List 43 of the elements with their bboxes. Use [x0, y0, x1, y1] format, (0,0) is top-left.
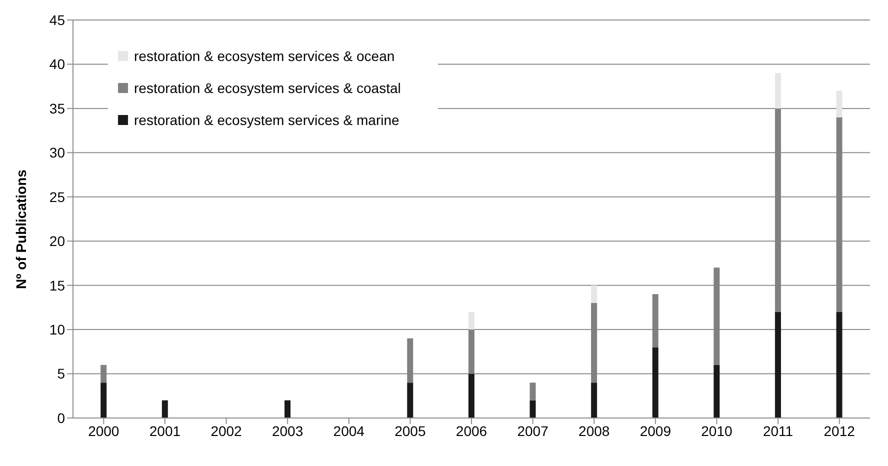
y-axis-title: Nº of Publications: [12, 169, 29, 289]
bar: [530, 382, 536, 400]
bar: [100, 382, 107, 418]
x-tick-label: 2012: [824, 422, 856, 439]
x-tick-label: 2010: [701, 422, 733, 439]
y-tick-label: 20: [49, 233, 66, 250]
y-tick-label: 0: [57, 410, 66, 426]
x-tick-label: 2000: [88, 422, 120, 439]
bar: [591, 382, 598, 418]
y-tick-label: 45: [49, 12, 66, 28]
x-tick-label: 2007: [517, 422, 549, 439]
bar: [162, 400, 168, 418]
bar: [468, 374, 474, 418]
bar: [591, 285, 598, 304]
y-tick-label: 30: [49, 144, 66, 161]
y-tick-label: 10: [49, 322, 66, 338]
bar: [714, 364, 720, 418]
bar: [468, 312, 474, 330]
y-tick-label: 35: [49, 100, 66, 116]
x-tick-label: 2006: [456, 422, 488, 439]
bar: [836, 312, 842, 418]
x-tick-label: 2008: [578, 422, 610, 439]
y-tick-label: 40: [49, 56, 66, 72]
x-tick-label: 2005: [394, 422, 426, 439]
x-tick-label: 2001: [149, 422, 181, 439]
bar: [774, 73, 781, 108]
bar: [407, 382, 414, 418]
x-tick-label: 2004: [333, 422, 365, 439]
bar: [530, 400, 536, 418]
bar: [774, 312, 781, 418]
legend-label: restoration & ecosystem services & ocean: [133, 47, 396, 66]
legend-label: restoration & ecosystem services & marine: [133, 111, 400, 130]
bar: [836, 90, 842, 118]
bar: [284, 400, 291, 418]
legend-label: restoration & ecosystem services & coastal: [133, 79, 402, 98]
x-tick-label: 2011: [762, 422, 794, 439]
bar: [652, 347, 658, 418]
y-tick-label: 5: [57, 366, 66, 382]
y-tick-label: 25: [49, 188, 66, 205]
x-tick-label: 2009: [640, 422, 672, 439]
x-tick-label: 2002: [210, 422, 242, 439]
x-tick-label: 2003: [272, 422, 304, 439]
y-tick-label: 15: [49, 277, 66, 294]
